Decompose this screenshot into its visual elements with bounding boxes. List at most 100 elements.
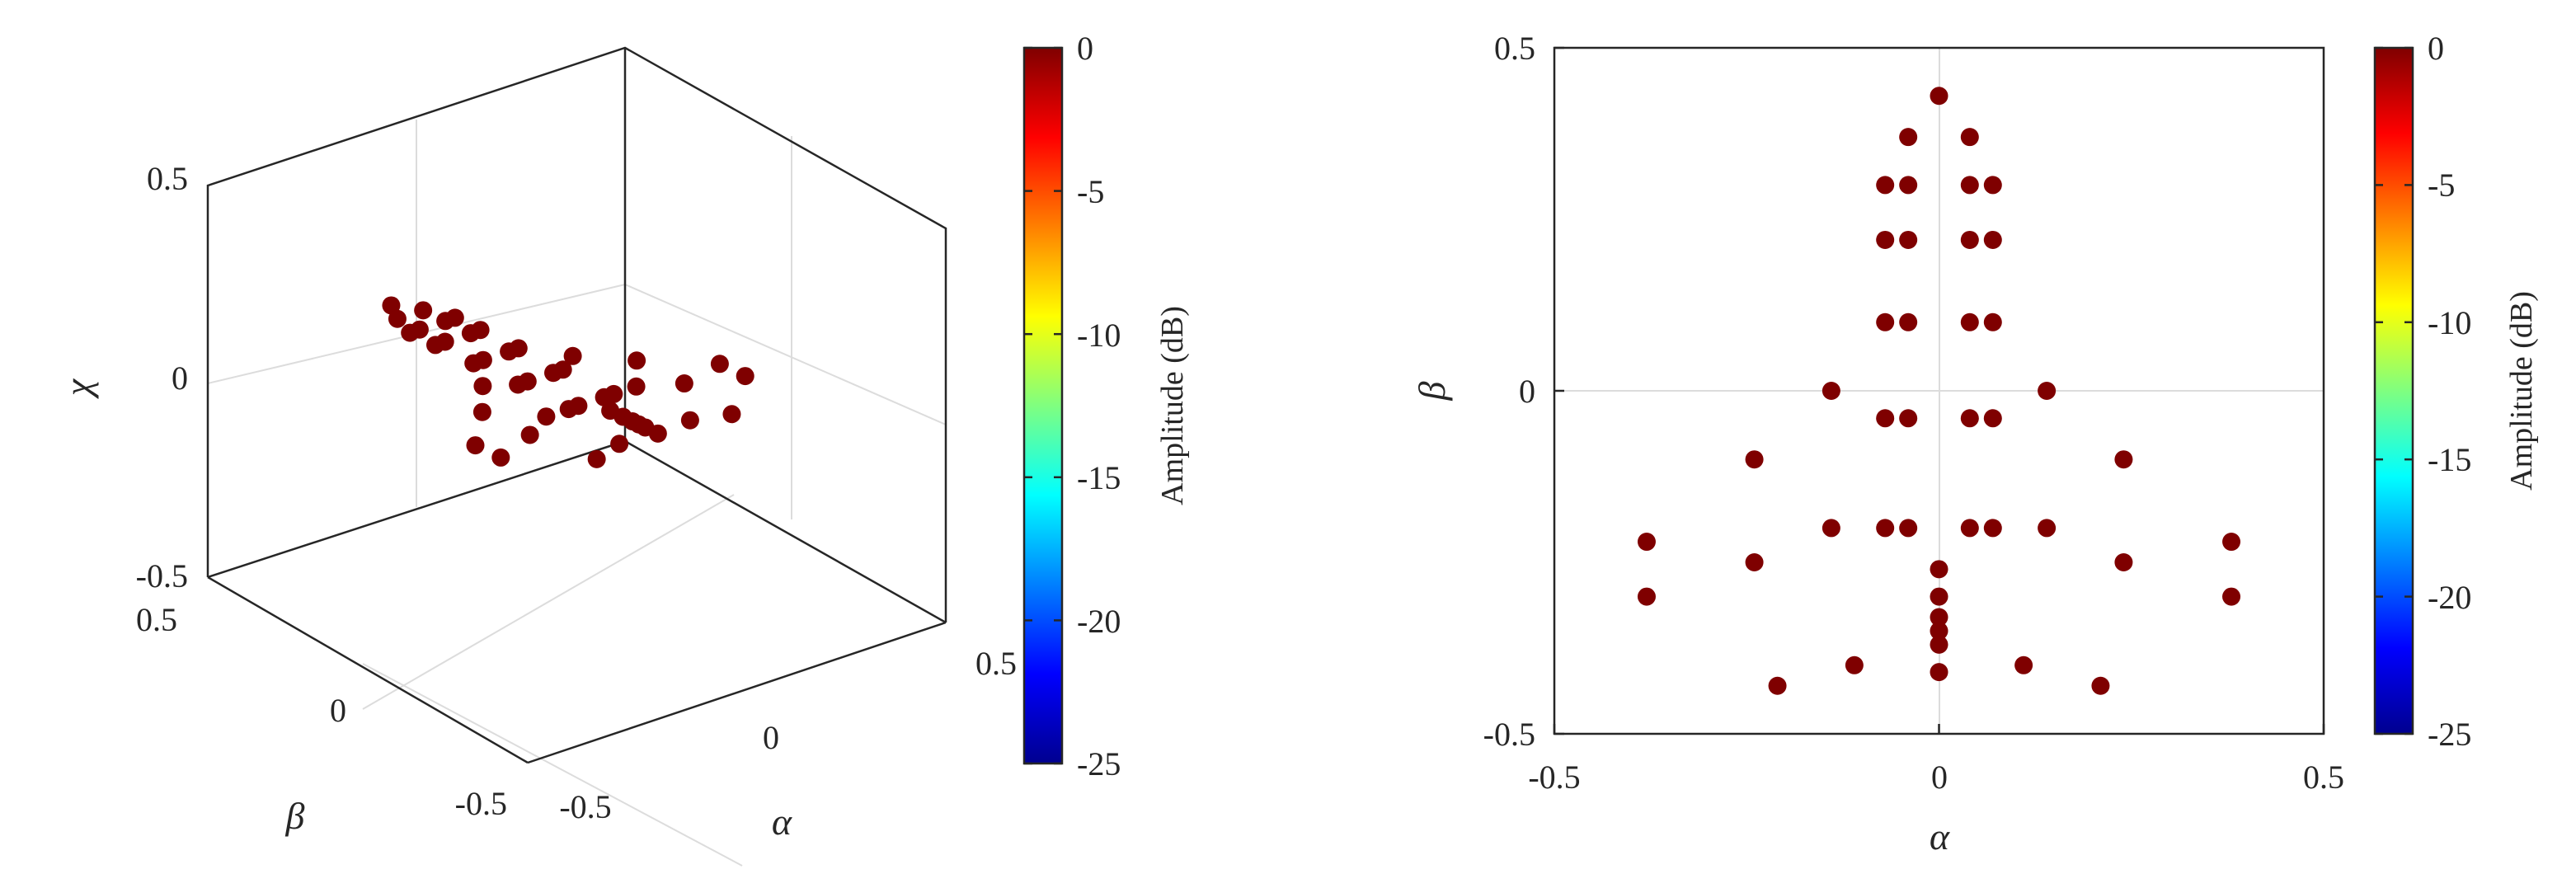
colorbar-right-tick--20: -20	[2428, 579, 2471, 616]
point-2d-13	[1960, 312, 1979, 331]
z-tick-0.5: 0.5	[147, 160, 188, 197]
point-2d-7	[1876, 230, 1895, 249]
point-3d-35	[736, 367, 754, 386]
point-3d-21	[472, 402, 491, 421]
colorbar-left-ticks	[1024, 46, 1062, 765]
point-2d-40	[1845, 655, 1864, 674]
point-3d-1	[388, 309, 407, 328]
x-tick--0.5: -0.5	[559, 788, 611, 825]
point-3d-28	[627, 377, 646, 396]
point-3d-30	[710, 355, 729, 374]
colorbar-right-gradient	[2373, 46, 2414, 735]
point-2d-31	[1745, 553, 1764, 571]
point-3d-25	[569, 397, 588, 416]
colorbar-right-tick-0: 0	[2428, 30, 2444, 67]
y2-tick--0.5: -0.5	[1483, 716, 1535, 753]
box-back-left-wall	[206, 46, 947, 623]
x2-axis-label: α	[1930, 815, 1950, 857]
colorbar-left-tick--20: -20	[1077, 603, 1121, 640]
point-3d-23	[537, 407, 556, 426]
chart-3d-box	[206, 46, 947, 764]
point-3d-32	[675, 374, 693, 393]
point-3d-31	[520, 425, 539, 444]
point-2d-20	[1983, 409, 2002, 428]
point-3d-12	[473, 350, 492, 369]
colorbar-right-ticks	[2375, 46, 2413, 735]
grid-sidewall-chi0	[624, 284, 947, 425]
colorbar-right-label: Amplitude (dB)	[2504, 291, 2539, 491]
colorbar-left-tick--10: -10	[1077, 317, 1121, 354]
point-2d-18	[1899, 409, 1918, 428]
chart-3d-grid	[207, 120, 947, 867]
point-2d-37	[1930, 608, 1948, 627]
point-2d-26	[1960, 519, 1979, 538]
chart-3d-points	[382, 296, 754, 468]
point-2d-41	[2014, 655, 2033, 674]
point-2d-28	[2038, 519, 2057, 538]
point-2d-6	[1983, 176, 2002, 195]
colorbar-left-tick--25: -25	[1077, 745, 1121, 782]
y2-axis-label: β	[1411, 381, 1453, 401]
colorbar-left-gradient	[1022, 46, 1064, 765]
point-2d-35	[2222, 587, 2241, 606]
point-2d-33	[1930, 560, 1948, 579]
box-floor-back-right	[624, 439, 947, 624]
colorbar-left-tick-0: 0	[1077, 30, 1093, 67]
grid-floor-beta0	[362, 663, 743, 867]
y-tick-0.5: 0.5	[136, 601, 177, 638]
point-2d-19	[1960, 409, 1979, 428]
point-2d-42	[1930, 663, 1948, 682]
x-tick-0.5: 0.5	[975, 645, 1017, 682]
box-floor-back-left	[207, 439, 626, 579]
point-2d-21	[1745, 450, 1764, 469]
point-2d-14	[1983, 312, 2002, 331]
point-3d-2	[414, 301, 433, 320]
point-3d-18	[518, 372, 537, 391]
point-3d-27	[604, 384, 623, 403]
grid-floor-alpha0	[362, 494, 735, 710]
point-2d-32	[2114, 553, 2133, 571]
point-2d-8	[1899, 230, 1918, 249]
point-2d-44	[2091, 676, 2110, 695]
point-2d-27	[1983, 519, 2002, 538]
y2-tick-0: 0	[1519, 373, 1535, 410]
x-tick-0: 0	[763, 719, 779, 756]
y-tick--0.5: -0.5	[455, 785, 507, 822]
point-3d-22	[628, 351, 646, 370]
x2-tick-0.5: 0.5	[2303, 759, 2344, 796]
point-3d-40	[610, 435, 629, 453]
point-3d-34	[491, 448, 510, 467]
colorbar-left-tick--5: -5	[1077, 173, 1104, 210]
point-2d-36	[1930, 587, 1948, 606]
x2-tick--0.5: -0.5	[1528, 759, 1580, 796]
point-3d-10	[471, 321, 490, 340]
point-3d-6	[445, 308, 464, 327]
colorbar-right-tick--5: -5	[2428, 167, 2455, 204]
point-2d-0	[1930, 87, 1948, 106]
point-3d-29	[466, 436, 485, 455]
colorbar-right-tick--25: -25	[2428, 716, 2471, 753]
point-2d-23	[1822, 519, 1840, 538]
colorbar-left-tick--15: -15	[1077, 459, 1121, 496]
y2-tick-0.5: 0.5	[1494, 30, 1535, 67]
chart-3d: 0.5 0 -0.5 0.5 0 -0.5 -0.5 0 0.5 χ β α	[57, 46, 1017, 867]
point-2d-15	[1822, 382, 1840, 400]
point-2d-11	[1876, 312, 1895, 331]
point-3d-15	[473, 377, 492, 396]
point-2d-38	[1930, 622, 1948, 641]
point-3d-42	[648, 424, 667, 443]
x2-tick-0: 0	[1931, 759, 1948, 796]
box-floor-front-right	[527, 621, 947, 764]
chart-2d: 0.5 0 -0.5 -0.5 0 0.5 α β	[1411, 30, 2344, 857]
z-tick-0: 0	[172, 359, 188, 397]
point-2d-3	[1876, 176, 1895, 195]
chart-3d-axis-labels: χ β α	[57, 378, 792, 843]
point-2d-29	[1637, 533, 1656, 552]
point-2d-9	[1960, 230, 1979, 249]
colorbar-right-tick--10: -10	[2428, 304, 2471, 341]
point-3d-43	[587, 449, 606, 468]
point-2d-5	[1960, 176, 1979, 195]
point-3d-8	[435, 332, 454, 351]
y-axis-label: β	[285, 795, 305, 837]
